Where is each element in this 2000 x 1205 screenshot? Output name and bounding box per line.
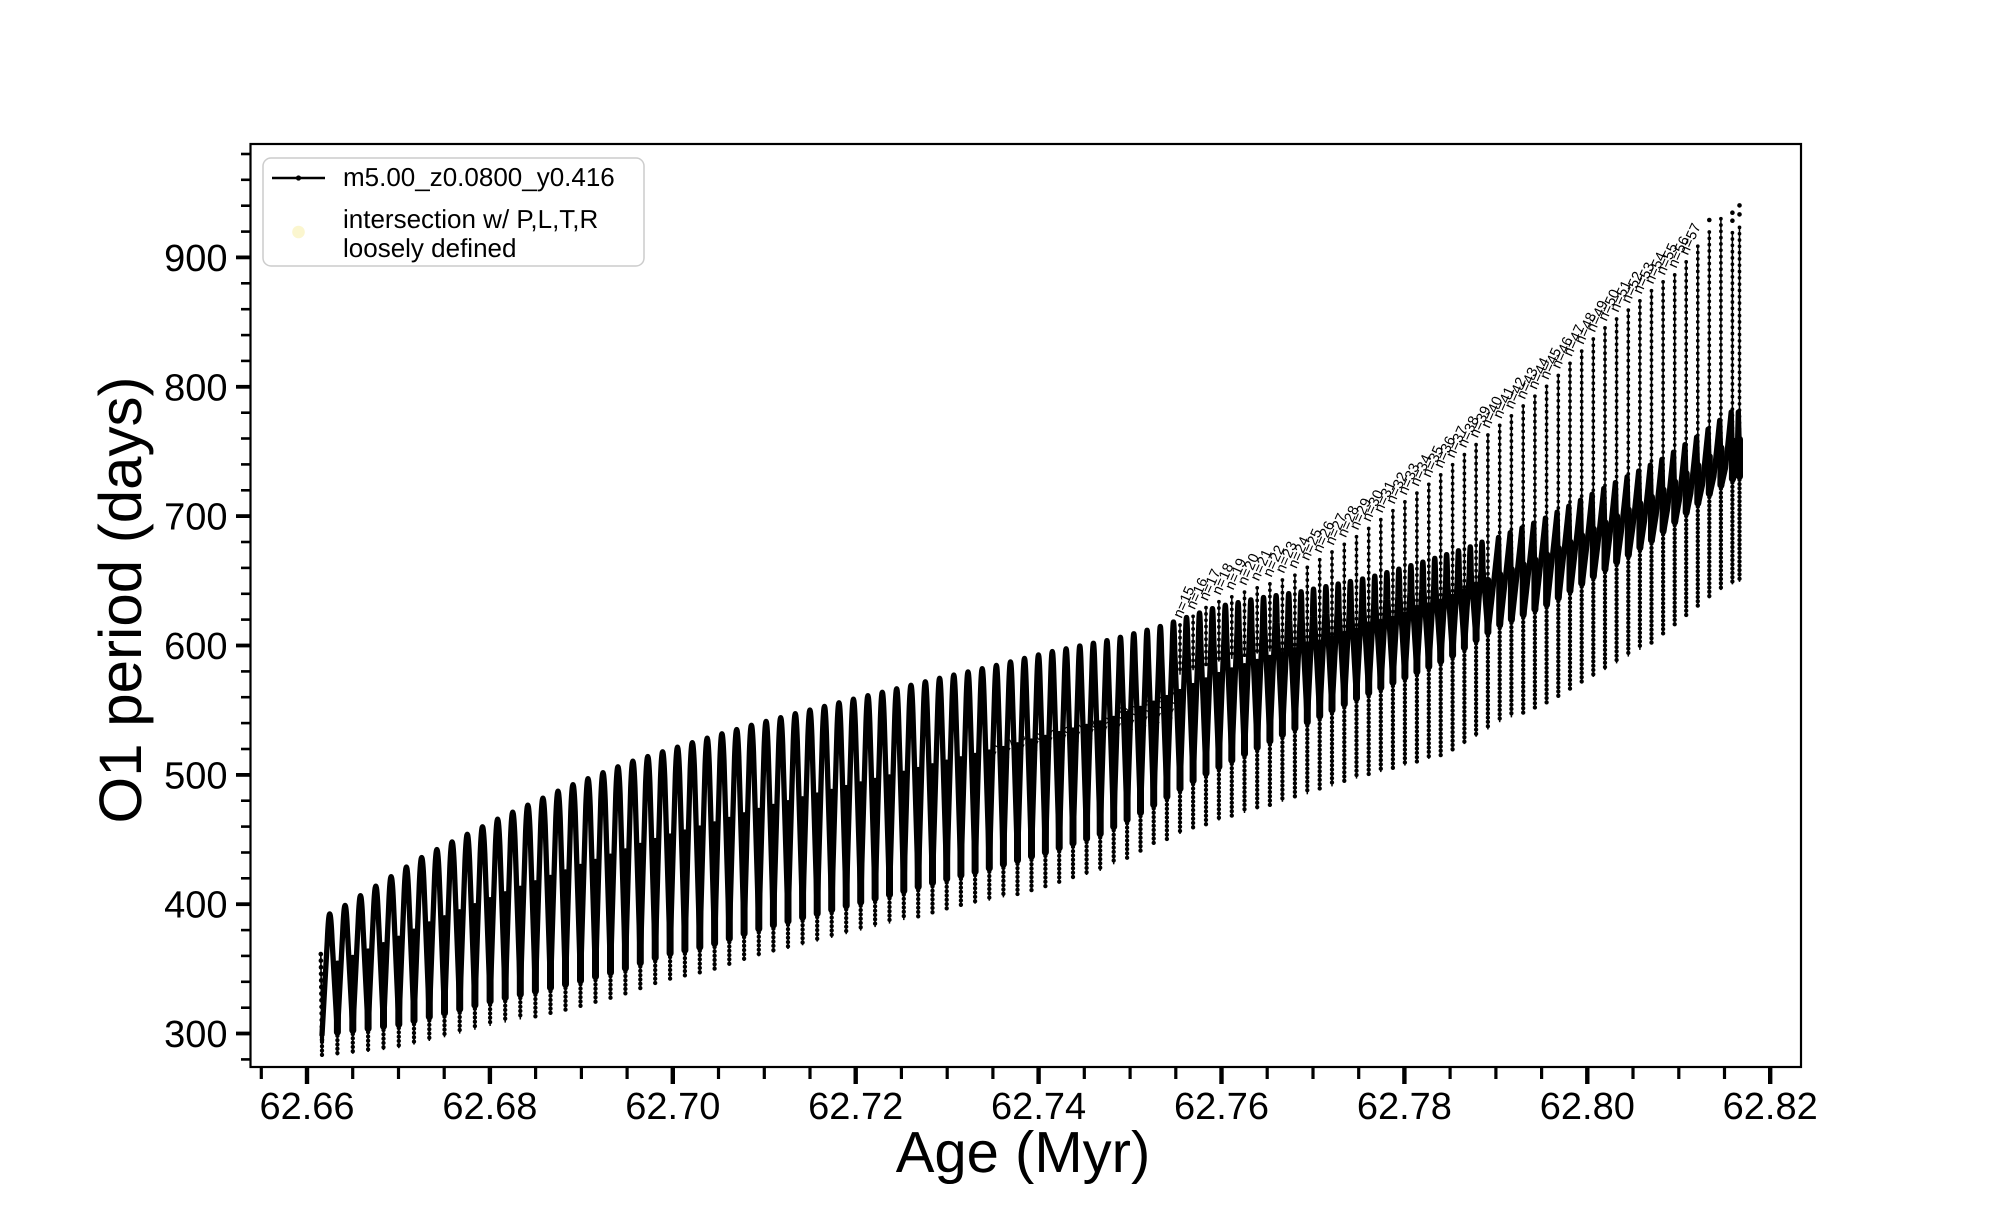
svg-text:900: 900 bbox=[164, 238, 227, 280]
svg-text:intersection w/ P,L,T,R: intersection w/ P,L,T,R bbox=[343, 204, 598, 234]
svg-text:800: 800 bbox=[164, 367, 227, 409]
svg-text:Age (Myr): Age (Myr) bbox=[896, 1120, 1151, 1185]
svg-text:62.78: 62.78 bbox=[1357, 1086, 1452, 1128]
svg-text:O1 period (days): O1 period (days) bbox=[87, 377, 154, 824]
svg-text:loosely defined: loosely defined bbox=[343, 233, 516, 263]
svg-text:62.76: 62.76 bbox=[1174, 1086, 1269, 1128]
svg-text:700: 700 bbox=[164, 497, 227, 539]
svg-text:62.82: 62.82 bbox=[1723, 1086, 1818, 1128]
svg-text:500: 500 bbox=[164, 755, 227, 797]
svg-text:300: 300 bbox=[164, 1014, 227, 1056]
svg-text:400: 400 bbox=[164, 885, 227, 927]
svg-text:62.74: 62.74 bbox=[991, 1086, 1086, 1128]
svg-text:62.68: 62.68 bbox=[442, 1086, 537, 1128]
svg-text:600: 600 bbox=[164, 626, 227, 668]
svg-text:62.66: 62.66 bbox=[259, 1086, 354, 1128]
svg-text:62.80: 62.80 bbox=[1540, 1086, 1635, 1128]
svg-text:62.72: 62.72 bbox=[808, 1086, 903, 1128]
svg-text:62.70: 62.70 bbox=[625, 1086, 720, 1128]
svg-text:m5.00_z0.0800_y0.416: m5.00_z0.0800_y0.416 bbox=[343, 162, 615, 192]
